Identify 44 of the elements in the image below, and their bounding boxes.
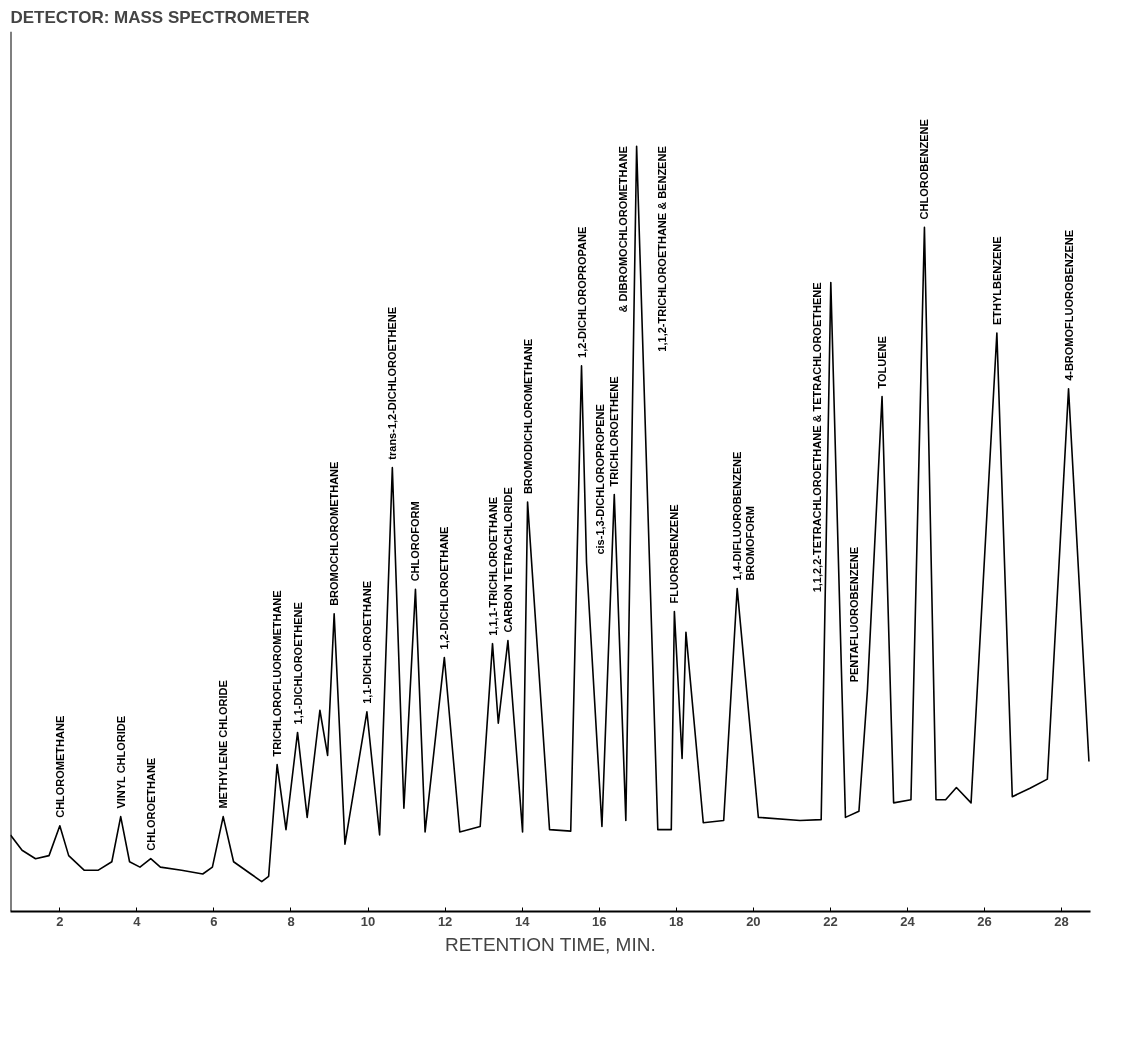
annotation: 1,1-DICHLOROETHENE xyxy=(291,602,304,725)
annotation: 1,1,1-TRICHLOROETHANE xyxy=(486,496,499,636)
chart-title: DETECTOR: MASS SPECTROMETER xyxy=(10,7,310,27)
annotation: ETHYLBENZENE xyxy=(990,236,1003,325)
annotation: CHLOROETHANE xyxy=(144,757,157,851)
x-tick-label: 18 xyxy=(669,913,684,929)
annotation: METHYLENE CHLORIDE xyxy=(217,680,230,809)
x-tick-label: 4 xyxy=(133,913,142,929)
annotation: 1,4-DIFLUOROBENZENE xyxy=(731,451,744,581)
annotation: CHLOROMETHANE xyxy=(53,715,66,818)
annotation: 1,1,2,2-TETRACHLOROETHANE & TETRACHLOROETHENE xyxy=(810,282,823,593)
annotation: CHLOROBENZENE xyxy=(918,119,931,220)
annotation: PENTAFLUOROBENZENE xyxy=(848,546,861,683)
annotation: FLUOROBENZENE xyxy=(668,504,681,604)
annotation: TRICHLOROETHENE xyxy=(608,376,621,487)
x-tick-label: 12 xyxy=(437,913,453,929)
x-tick-label: 24 xyxy=(900,913,916,929)
x-axis-title: RETENTION TIME, MIN. xyxy=(444,933,656,955)
x-tick-label: 14 xyxy=(514,913,531,929)
annotation: 1,1-DICHLOROETHANE xyxy=(360,580,373,704)
annotation: CHLOROFORM xyxy=(409,501,422,582)
x-tick-label: 20 xyxy=(746,913,761,929)
x-tick-label: 16 xyxy=(592,913,607,929)
x-tick-label: 26 xyxy=(977,913,992,929)
annotation: 1,2-DICHLOROETHANE xyxy=(438,526,451,650)
x-tick-label: 8 xyxy=(287,913,295,929)
annotation: 1,2-DICHLOROPROPANE xyxy=(575,226,588,358)
annotation: VINYL CHLORIDE xyxy=(114,715,127,809)
annotation: & DIBROMOCHLOROMETHANE xyxy=(616,146,629,313)
annotation: 1,1,2-TRICHLOROETHANE & BENZENE xyxy=(655,146,668,352)
annotation: TRICHLOROFLUOROMETHANE xyxy=(271,590,284,757)
annotation: trans-1,2-DICHLOROETHENE xyxy=(386,306,399,460)
annotation: CARBON TETRACHLORIDE xyxy=(501,487,514,633)
annotation: 4-BROMOFLUOROBENZENE xyxy=(1062,229,1075,381)
annotation: cis-1,3-DICHLOROPROPENE xyxy=(593,404,606,555)
x-tick-label: 2 xyxy=(56,913,64,929)
x-tick-label: 6 xyxy=(210,913,218,929)
x-tick-label: 28 xyxy=(1054,913,1069,929)
x-tick-label: 10 xyxy=(360,913,376,929)
annotation: BROMOCHLOROMETHANE xyxy=(328,461,341,606)
annotation: BROMODICHLOROMETHANE xyxy=(521,338,534,495)
annotation: BROMOFORM xyxy=(744,506,757,581)
annotation: TOLUENE xyxy=(876,336,889,389)
x-tick-label: 22 xyxy=(823,913,838,929)
